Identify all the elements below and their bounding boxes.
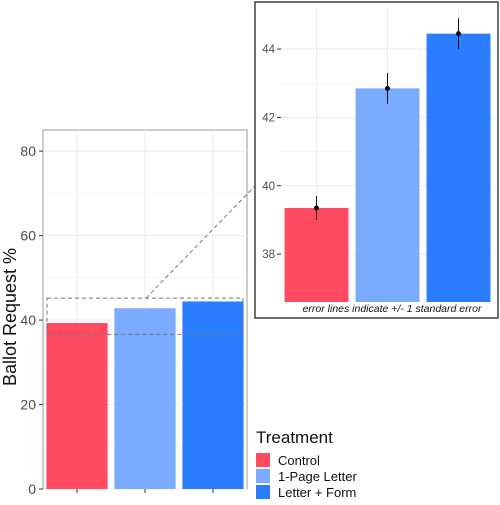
main-bar	[182, 301, 244, 489]
legend-swatch	[256, 453, 270, 467]
inset-bar	[426, 33, 491, 303]
inset-point	[385, 85, 390, 91]
legend-swatch	[256, 469, 270, 483]
error-bar-note: error lines indicate +/- 1 standard erro…	[303, 303, 482, 315]
zoom-connector	[145, 184, 257, 299]
inset-y-tick-label: 42	[262, 112, 275, 124]
inset-chart: 38 40 42 44	[254, 1, 499, 319]
inset-y-tick-label: 38	[262, 249, 275, 261]
legend-swatch	[256, 485, 270, 499]
main-y-tick-label: 60	[20, 228, 36, 244]
main-y-tick-label: 80	[20, 143, 36, 159]
main-bar	[46, 323, 108, 489]
inset-bar	[355, 88, 420, 302]
main-y-axis: 0 20 40 60 80	[20, 143, 214, 497]
zoom-region	[46, 184, 257, 335]
inset-y-tick-label: 40	[262, 181, 275, 193]
main-y-tick-label: 40	[20, 312, 36, 328]
main-bars	[46, 301, 244, 489]
legend-label: Letter + Form	[278, 485, 356, 500]
legend-title: Treatment	[256, 428, 333, 447]
y-axis-label: Ballot Request %	[0, 248, 20, 386]
inset-bar	[284, 207, 349, 302]
inset-point	[314, 205, 319, 211]
main-y-tick-label: 20	[20, 397, 36, 413]
legend-label: 1-Page Letter	[278, 469, 357, 484]
legend-label: Control	[278, 453, 320, 468]
inset-y-tick-label: 44	[262, 44, 275, 56]
inset-point	[456, 31, 461, 37]
main-y-tick-label: 0	[28, 481, 36, 497]
main-bar	[114, 308, 176, 489]
zoom-rectangle	[46, 297, 244, 335]
